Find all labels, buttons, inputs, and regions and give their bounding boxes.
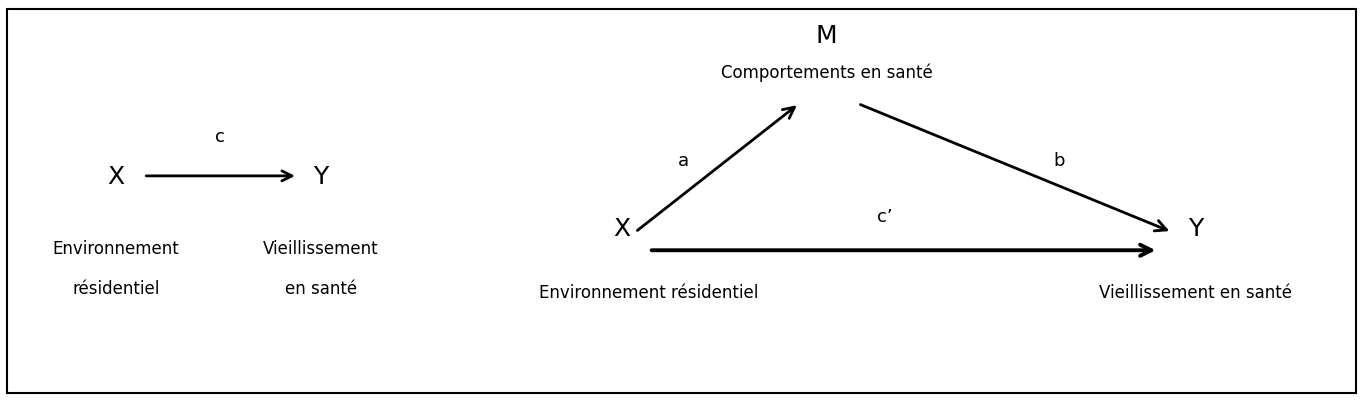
Text: Comportements en santé: Comportements en santé [720, 63, 933, 81]
Text: b: b [1053, 152, 1064, 169]
Text: c’: c’ [877, 208, 893, 225]
Text: Environnement résidentiel: Environnement résidentiel [540, 284, 758, 302]
Text: M: M [816, 24, 837, 48]
Text: X: X [613, 217, 630, 241]
Text: a: a [678, 152, 688, 169]
Text: Y: Y [313, 164, 329, 188]
Text: Y: Y [1187, 217, 1203, 241]
Text: résidentiel: résidentiel [72, 280, 160, 298]
Text: Vieillissement en santé: Vieillissement en santé [1098, 284, 1292, 302]
Text: c: c [214, 128, 225, 145]
Text: Environnement: Environnement [53, 240, 179, 257]
Text: X: X [108, 164, 124, 188]
Text: en santé: en santé [285, 280, 357, 298]
Text: Vieillissement: Vieillissement [264, 240, 378, 257]
